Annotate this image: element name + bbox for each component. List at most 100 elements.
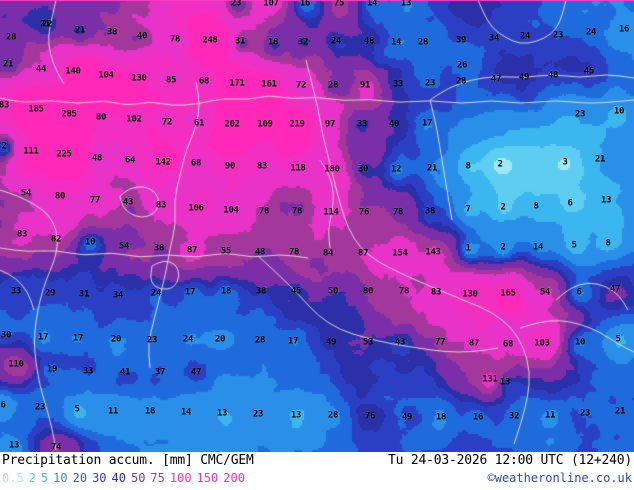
map-value-label: 24 <box>330 36 342 47</box>
legend-step-0.5[interactable]: 0.5 <box>2 471 24 485</box>
map-value-label: 20 <box>214 334 226 345</box>
map-value-label: 97 <box>324 119 336 130</box>
legend-step-75[interactable]: 75 <box>150 471 165 485</box>
map-value-label: 2 <box>500 242 506 253</box>
map-value-label: 78 <box>398 286 410 297</box>
map-value-label: 49 <box>401 412 413 423</box>
map-value-label: 78 <box>258 206 270 217</box>
legend-step-40[interactable]: 40 <box>111 471 126 485</box>
map-value-label: 47 <box>190 367 202 378</box>
map-value-label: 33 <box>356 119 368 130</box>
map-value-label: 72 <box>161 117 173 128</box>
legend-step-2[interactable]: 2 <box>28 471 36 485</box>
map-value-label: 185 <box>28 104 44 115</box>
map-value-label: 80 <box>362 286 374 297</box>
map-value-label: 13 <box>290 410 302 421</box>
color-scale-legend[interactable]: 0.5 2 5 10 20 30 40 50 75 100 150 200 <box>2 471 250 485</box>
map-value-label: 48 <box>91 153 103 164</box>
map-value-label: 130 <box>462 289 478 300</box>
map-value-label: 7 <box>465 204 471 215</box>
map-value-label: 43 <box>122 197 134 208</box>
legend-step-100[interactable]: 100 <box>169 471 192 485</box>
map-value-label: 20 <box>110 334 122 345</box>
map-value-label: 83 <box>16 229 28 240</box>
map-value-label: 75 <box>333 0 345 9</box>
map-value-label: 87 <box>357 248 369 259</box>
legend-step-5[interactable]: 5 <box>40 471 49 485</box>
map-value-label: 48 <box>363 36 375 47</box>
map-value-label: 131 <box>482 374 498 385</box>
map-value-label: 47 <box>609 284 621 295</box>
map-value-label: 248 <box>202 35 218 46</box>
precipitation-map[interactable]: 28 21 22 21 38 40 78 248 31 18 32 24 48 14 28 39 34 24 23 2… <box>0 0 634 452</box>
legend-step-30[interactable]: 30 <box>92 471 107 485</box>
legend-step-200[interactable]: 200 <box>223 471 245 485</box>
map-value-label: 33 <box>392 79 404 90</box>
map-value-label: 64 <box>124 155 136 166</box>
map-value-label: 78 <box>291 206 303 217</box>
map-value-label: 48 <box>254 247 266 258</box>
map-value-label: 180 <box>324 164 340 175</box>
map-value-label: 32 <box>508 411 520 422</box>
precipitation-raster <box>0 0 634 452</box>
map-value-label: 76 <box>358 207 370 218</box>
legend-step-50[interactable]: 50 <box>130 471 146 485</box>
map-value-label: 33 <box>82 366 94 377</box>
map-value-label: 49 <box>325 337 337 348</box>
map-value-label: 91 <box>359 80 371 91</box>
map-value-label: 110 <box>8 359 24 370</box>
map-value-label: 34 <box>112 290 124 301</box>
map-value-label: 50 <box>327 286 339 297</box>
map-value-label: 104 <box>98 70 114 81</box>
map-value-label: 23 <box>230 0 242 9</box>
map-value-label: 10 <box>574 337 586 348</box>
map-value-label: 2 <box>1 141 7 152</box>
map-value-label: 17 <box>287 336 299 347</box>
map-value-label: 16 <box>472 412 484 423</box>
map-value-label: 13 <box>8 440 20 451</box>
map-value-label: 5 <box>571 240 577 251</box>
map-value-label: 28 <box>5 32 17 43</box>
map-value-label: 23 <box>34 402 46 413</box>
map-value-label: 1 <box>465 243 471 254</box>
map-value-label: 21 <box>2 59 14 70</box>
map-value-label: 6 <box>0 400 6 411</box>
map-value-label: 40 <box>136 31 148 42</box>
map-value-label: 111 <box>23 146 39 157</box>
map-value-label: 8 <box>605 238 611 249</box>
map-value-label: 18 <box>144 406 156 417</box>
map-value-label: 55 <box>220 246 232 257</box>
map-value-label: 68 <box>502 339 514 350</box>
map-value-label: 23 <box>424 78 436 89</box>
map-value-label: 171 <box>229 78 245 89</box>
map-value-label: 83 <box>0 100 10 111</box>
map-title: Precipitation accum. [mm] CMC/GEM <box>2 453 254 468</box>
legend-step-10[interactable]: 10 <box>53 471 68 485</box>
map-value-label: 68 <box>198 76 210 87</box>
map-value-label: 87 <box>186 245 198 256</box>
map-value-label: 13 <box>400 0 412 9</box>
map-value-label: 28 <box>254 335 266 346</box>
map-value-label: 154 <box>392 248 408 259</box>
map-value-label: 83 <box>155 200 167 211</box>
map-value-label: 142 <box>155 157 171 168</box>
map-value-label: 82 <box>50 234 62 245</box>
map-value-label: 24 <box>182 334 194 345</box>
map-value-label: 18 <box>435 412 447 423</box>
map-value-label: 78 <box>392 207 404 218</box>
map-value-label: 83 <box>256 161 268 172</box>
map-value-label: 80 <box>95 112 107 123</box>
legend-step-150[interactable]: 150 <box>196 471 219 485</box>
legend-step-20[interactable]: 20 <box>72 471 88 485</box>
map-value-label: 84 <box>322 248 334 259</box>
map-value-label: 285 <box>61 109 77 120</box>
map-value-label: 107 <box>263 0 279 9</box>
map-value-label: 14 <box>366 0 378 9</box>
map-value-label: 5 <box>74 404 80 415</box>
map-value-label: 18 <box>220 286 232 297</box>
map-value-label: 31 <box>78 289 90 300</box>
map-value-label: 23 <box>574 109 586 120</box>
map-value-label: 21 <box>426 163 438 174</box>
map-footer: Precipitation accum. [mm] CMC/GEM Tu 24-… <box>0 452 634 490</box>
